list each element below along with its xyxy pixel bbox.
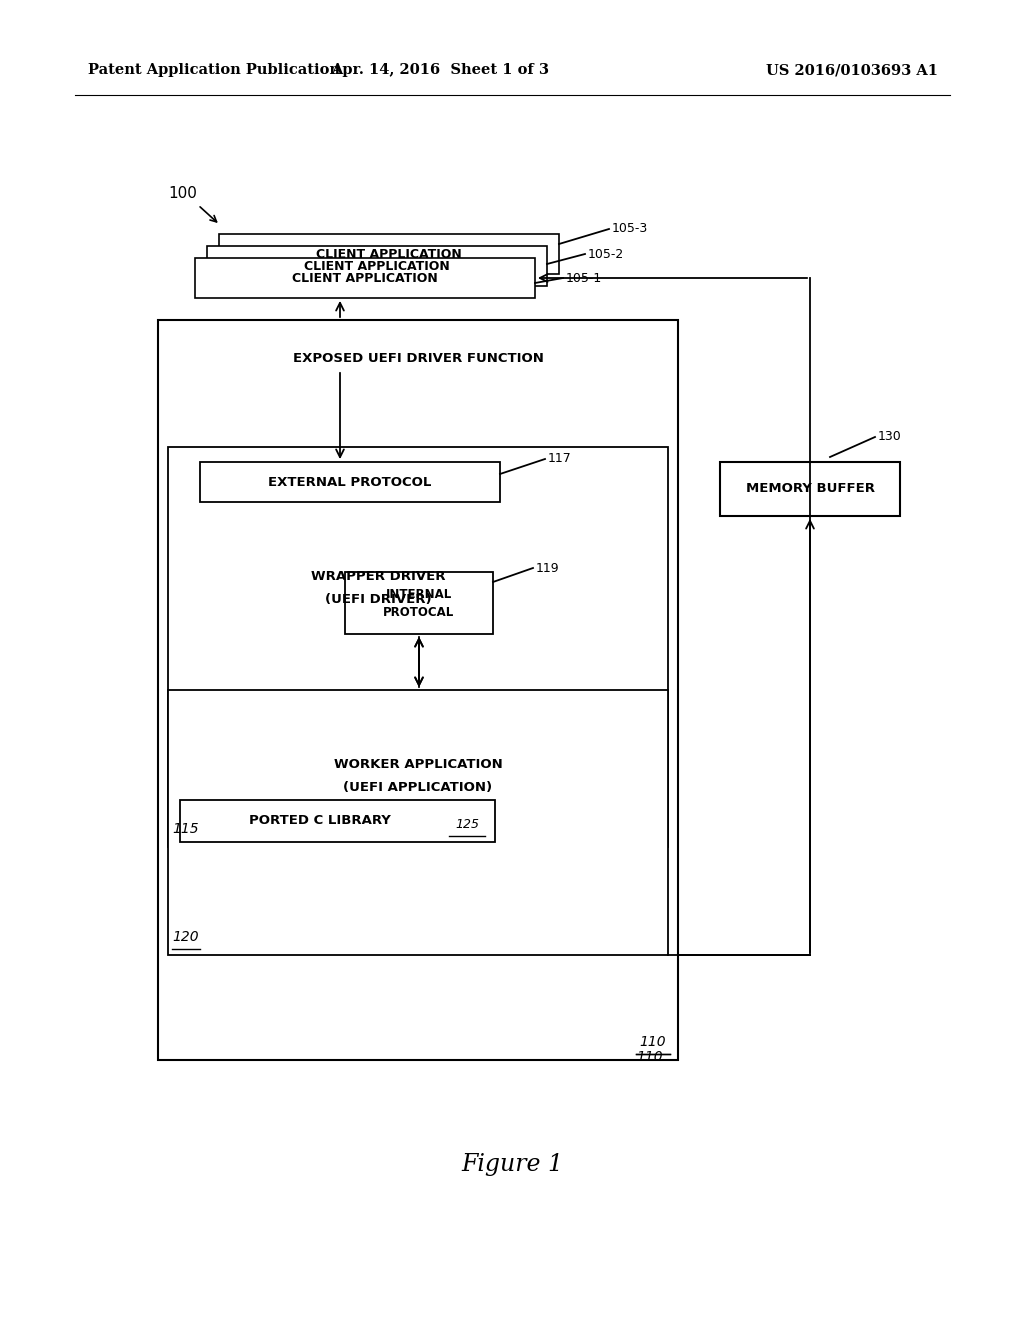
Text: 110: 110 (640, 1035, 667, 1049)
Text: CLIENT APPLICATION: CLIENT APPLICATION (292, 272, 438, 285)
Bar (219, 234, 559, 275)
Text: PROTOCAL: PROTOCAL (383, 606, 455, 619)
Text: CLIENT APPLICATION: CLIENT APPLICATION (304, 260, 450, 272)
Text: (UEFI DRIVER): (UEFI DRIVER) (325, 593, 431, 606)
Text: 125: 125 (455, 817, 479, 830)
Text: 100: 100 (168, 186, 197, 201)
Text: CLIENT APPLICATION: CLIENT APPLICATION (316, 248, 462, 260)
Text: 105-3: 105-3 (612, 223, 648, 235)
Text: US 2016/0103693 A1: US 2016/0103693 A1 (766, 63, 938, 77)
Bar (195, 257, 535, 298)
Bar (180, 800, 495, 842)
Text: INTERNAL: INTERNAL (386, 589, 453, 602)
Text: Patent Application Publication: Patent Application Publication (88, 63, 340, 77)
Bar (168, 690, 668, 954)
Text: 105-2: 105-2 (588, 248, 625, 260)
Text: 120: 120 (173, 931, 200, 944)
Text: Figure 1: Figure 1 (461, 1154, 563, 1176)
Text: 117: 117 (548, 453, 571, 466)
Text: (UEFI APPLICATION): (UEFI APPLICATION) (343, 780, 493, 793)
Text: 115: 115 (173, 822, 200, 836)
Text: EXPOSED UEFI DRIVER FUNCTION: EXPOSED UEFI DRIVER FUNCTION (293, 351, 544, 364)
Text: PORTED C LIBRARY: PORTED C LIBRARY (249, 814, 390, 828)
Text: WORKER APPLICATION: WORKER APPLICATION (334, 759, 503, 771)
Text: MEMORY BUFFER: MEMORY BUFFER (745, 483, 874, 495)
Text: 119: 119 (536, 561, 560, 574)
Bar (158, 319, 678, 1060)
Bar (720, 462, 900, 516)
Text: WRAPPER DRIVER: WRAPPER DRIVER (310, 570, 445, 583)
Text: Apr. 14, 2016  Sheet 1 of 3: Apr. 14, 2016 Sheet 1 of 3 (331, 63, 549, 77)
Text: EXTERNAL PROTOCOL: EXTERNAL PROTOCOL (268, 475, 432, 488)
Text: 110: 110 (636, 1049, 663, 1064)
Text: 105-1: 105-1 (566, 272, 602, 285)
Bar (345, 572, 493, 634)
Bar (168, 447, 668, 847)
Bar (200, 462, 500, 502)
Bar (207, 246, 547, 286)
Text: 130: 130 (878, 430, 902, 444)
